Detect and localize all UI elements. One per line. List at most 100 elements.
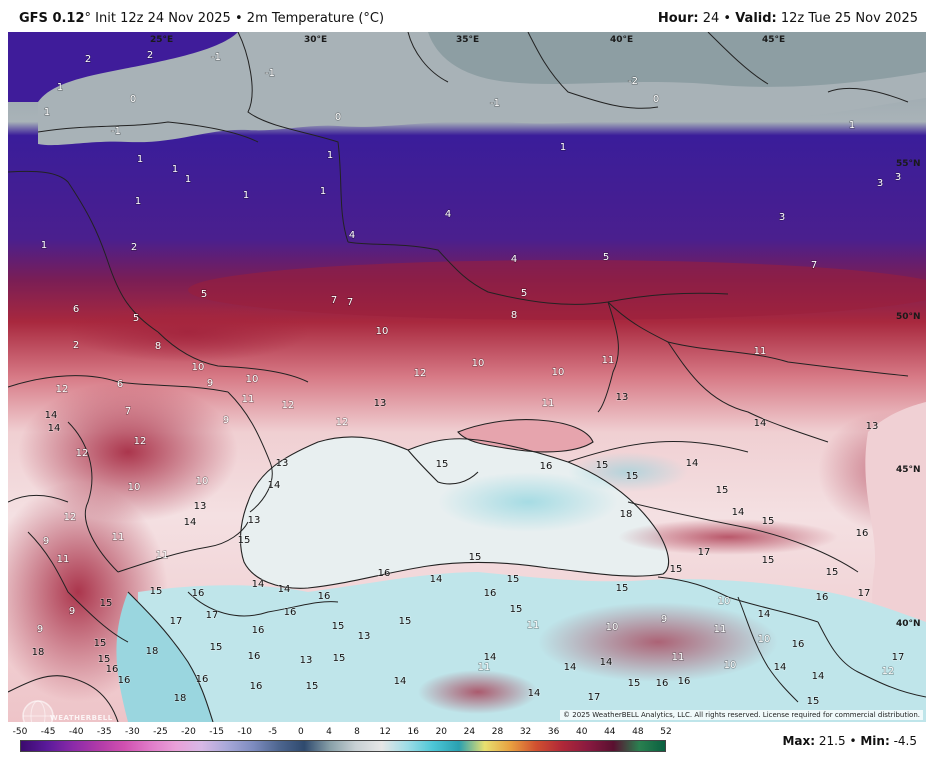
scale-tick-label: 8 bbox=[354, 727, 360, 737]
temperature-value-label: 2 bbox=[73, 340, 79, 351]
anatolia bbox=[138, 572, 926, 722]
warm-blob bbox=[418, 670, 538, 714]
temperature-value-label: 15 bbox=[238, 535, 251, 546]
scale-tick-label: -10 bbox=[237, 727, 253, 737]
temperature-value-label: 16 bbox=[856, 528, 869, 539]
separator: • bbox=[849, 734, 857, 748]
copyright-notice: © 2025 WeatherBELL Analytics, LLC. All r… bbox=[560, 710, 923, 720]
temperature-value-label: 15 bbox=[826, 567, 839, 578]
temperature-value-label: 10 bbox=[376, 326, 389, 337]
temperature-value-label: 13 bbox=[276, 458, 289, 469]
lat-label-55n: 55°N bbox=[896, 159, 921, 169]
temperature-value-label: 11 bbox=[714, 624, 727, 635]
temperature-value-label: 5 bbox=[133, 313, 139, 324]
temperature-value-label: 2 bbox=[131, 242, 137, 253]
temperature-value-label: 14 bbox=[430, 574, 443, 585]
temperature-value-label: 15 bbox=[150, 586, 163, 597]
map-canvas: 25°E 30°E 35°E 40°E 45°E 55°N 50°N 45°N … bbox=[8, 32, 926, 722]
warm-band bbox=[188, 260, 926, 320]
temperature-value-label: -1 bbox=[490, 98, 500, 109]
valid-label: Valid: bbox=[735, 11, 777, 26]
temperature-value-label: 14 bbox=[564, 662, 577, 673]
country-borders bbox=[8, 32, 926, 703]
scale-tick-label: -25 bbox=[153, 727, 168, 737]
temperature-value-label: 15 bbox=[762, 555, 775, 566]
scale-tick-label: -15 bbox=[209, 727, 224, 737]
temperature-value-label: 16 bbox=[196, 674, 209, 685]
temperature-value-label: 3 bbox=[895, 172, 901, 183]
temperature-value-label: 1 bbox=[560, 142, 566, 153]
temperature-value-label: 15 bbox=[762, 516, 775, 527]
max-label: Max: bbox=[782, 734, 816, 748]
scale-tick-label: 20 bbox=[435, 727, 448, 737]
temperature-value-label: 10 bbox=[724, 660, 737, 671]
scale-tick-label: 4 bbox=[326, 727, 332, 737]
temperature-value-label: 14 bbox=[484, 652, 497, 663]
temperature-value-label: 14 bbox=[600, 657, 613, 668]
temperature-value-label: 16 bbox=[192, 588, 205, 599]
lat-label-45n: 45°N bbox=[896, 465, 921, 475]
temperature-value-label: 10 bbox=[552, 367, 565, 378]
temperature-value-label: 12 bbox=[76, 448, 89, 459]
sea-of-azov bbox=[458, 419, 593, 452]
temperature-value-label: 10 bbox=[472, 358, 485, 369]
temperature-value-label: 18 bbox=[620, 509, 633, 520]
temperature-value-label: 3 bbox=[877, 178, 883, 189]
temperature-value-label: 5 bbox=[201, 289, 207, 300]
temperature-value-label: 14 bbox=[252, 579, 265, 590]
caucasus-warm bbox=[618, 519, 838, 555]
lon-label-35e: 35°E bbox=[456, 35, 479, 45]
temperature-value-label: 15 bbox=[510, 604, 523, 615]
scale-tick-label: -45 bbox=[40, 727, 56, 737]
temperature-value-label: 11 bbox=[602, 355, 615, 366]
lon-label-45e: 45°E bbox=[762, 35, 785, 45]
temperature-value-label: 15 bbox=[716, 485, 729, 496]
temperature-value-label: 13 bbox=[194, 501, 207, 512]
temperature-value-label: 16 bbox=[248, 651, 261, 662]
temperature-value-label: 12 bbox=[64, 512, 77, 523]
temperature-value-label: 8 bbox=[511, 310, 517, 321]
scale-tick-label: -35 bbox=[96, 727, 112, 737]
max-value: 21.5 bbox=[818, 734, 846, 748]
temperature-value-label: 10 bbox=[192, 362, 205, 373]
temperature-value-label: 15 bbox=[100, 598, 113, 609]
header-right: Hour: 24 • Valid: 12z Tue 25 Nov 2025 bbox=[658, 11, 918, 26]
temperature-value-label: 15 bbox=[596, 460, 609, 471]
degree-symbol: ° bbox=[84, 11, 92, 26]
scale-tick-label: -30 bbox=[124, 727, 140, 737]
scale-tick-label: 16 bbox=[407, 727, 419, 737]
temperature-value-label: 1 bbox=[320, 186, 326, 197]
lon-label-30e: 30°E bbox=[304, 35, 327, 45]
lon-label-40e: 40°E bbox=[610, 35, 633, 45]
temperature-value-label: 9 bbox=[69, 606, 75, 617]
temperature-value-label: 8 bbox=[155, 341, 161, 352]
temperature-value-label: 6 bbox=[73, 304, 79, 315]
temperature-value-label: 14 bbox=[48, 423, 61, 434]
temperature-value-label: 7 bbox=[331, 295, 337, 306]
temperature-value-label: 1 bbox=[137, 154, 143, 165]
scale-tick-label: 52 bbox=[660, 727, 672, 737]
temperature-value-label: 11 bbox=[542, 398, 555, 409]
temperature-value-label: 13 bbox=[248, 515, 261, 526]
scale-tick-label: 48 bbox=[632, 727, 644, 737]
temperature-value-label: 11 bbox=[156, 550, 169, 561]
temperature-value-label: 10 bbox=[718, 596, 731, 607]
temperature-value-label: 10 bbox=[246, 374, 259, 385]
temperature-value-label: 16 bbox=[816, 592, 829, 603]
header-left: GFS 0.12° Init 12z 24 Nov 2025 • 2m Temp… bbox=[19, 11, 384, 26]
temperature-value-label: 16 bbox=[284, 607, 297, 618]
temperature-value-label: 7 bbox=[347, 297, 353, 308]
temperature-value-label: 10 bbox=[606, 622, 619, 633]
temperature-value-label: 16 bbox=[656, 678, 669, 689]
temperature-value-label: 13 bbox=[374, 398, 387, 409]
cold-purple-nw bbox=[8, 32, 238, 102]
temperature-value-label: 15 bbox=[626, 471, 639, 482]
temperature-value-label: 11 bbox=[57, 554, 70, 565]
temperature-value-label: 15 bbox=[628, 678, 641, 689]
temperature-value-label: 15 bbox=[807, 696, 820, 707]
temperature-map[interactable]: 25°E 30°E 35°E 40°E 45°E 55°N 50°N 45°N … bbox=[8, 32, 926, 722]
temperature-value-label: 11 bbox=[112, 532, 125, 543]
weatherbell-logo: WEATHERBELL bbox=[20, 698, 112, 722]
temperature-value-label: 0 bbox=[130, 94, 136, 105]
